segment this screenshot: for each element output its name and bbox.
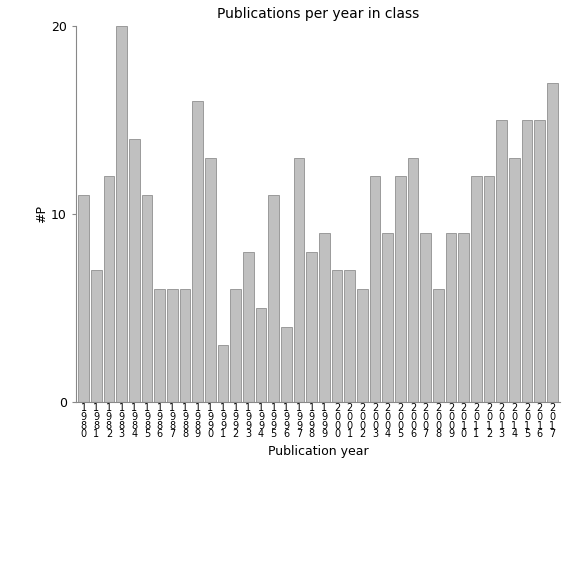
Bar [256, 308, 266, 401]
Title: Publications per year in class: Publications per year in class [217, 7, 419, 21]
Bar [319, 232, 330, 401]
Bar [78, 195, 89, 401]
Bar [230, 289, 241, 401]
Bar [484, 176, 494, 401]
Bar [129, 139, 139, 401]
Bar [154, 289, 165, 401]
Bar [281, 327, 291, 401]
Bar [104, 176, 115, 401]
Bar [180, 289, 191, 401]
Bar [433, 289, 444, 401]
X-axis label: Publication year: Publication year [268, 445, 369, 458]
Bar [205, 158, 215, 401]
Bar [167, 289, 177, 401]
Bar [344, 270, 355, 401]
Bar [192, 101, 203, 401]
Bar [218, 345, 229, 401]
Bar [547, 83, 558, 401]
Bar [370, 176, 380, 401]
Bar [382, 232, 393, 401]
Bar [306, 252, 317, 401]
Bar [534, 120, 545, 401]
Bar [471, 176, 482, 401]
Bar [357, 289, 368, 401]
Bar [395, 176, 406, 401]
Bar [332, 270, 342, 401]
Bar [458, 232, 469, 401]
Bar [243, 252, 253, 401]
Bar [496, 120, 507, 401]
Bar [509, 158, 520, 401]
Y-axis label: #P: #P [35, 205, 48, 223]
Bar [91, 270, 101, 401]
Bar [522, 120, 532, 401]
Bar [408, 158, 418, 401]
Bar [268, 195, 279, 401]
Bar [420, 232, 431, 401]
Bar [142, 195, 153, 401]
Bar [116, 26, 127, 401]
Bar [446, 232, 456, 401]
Bar [294, 158, 304, 401]
